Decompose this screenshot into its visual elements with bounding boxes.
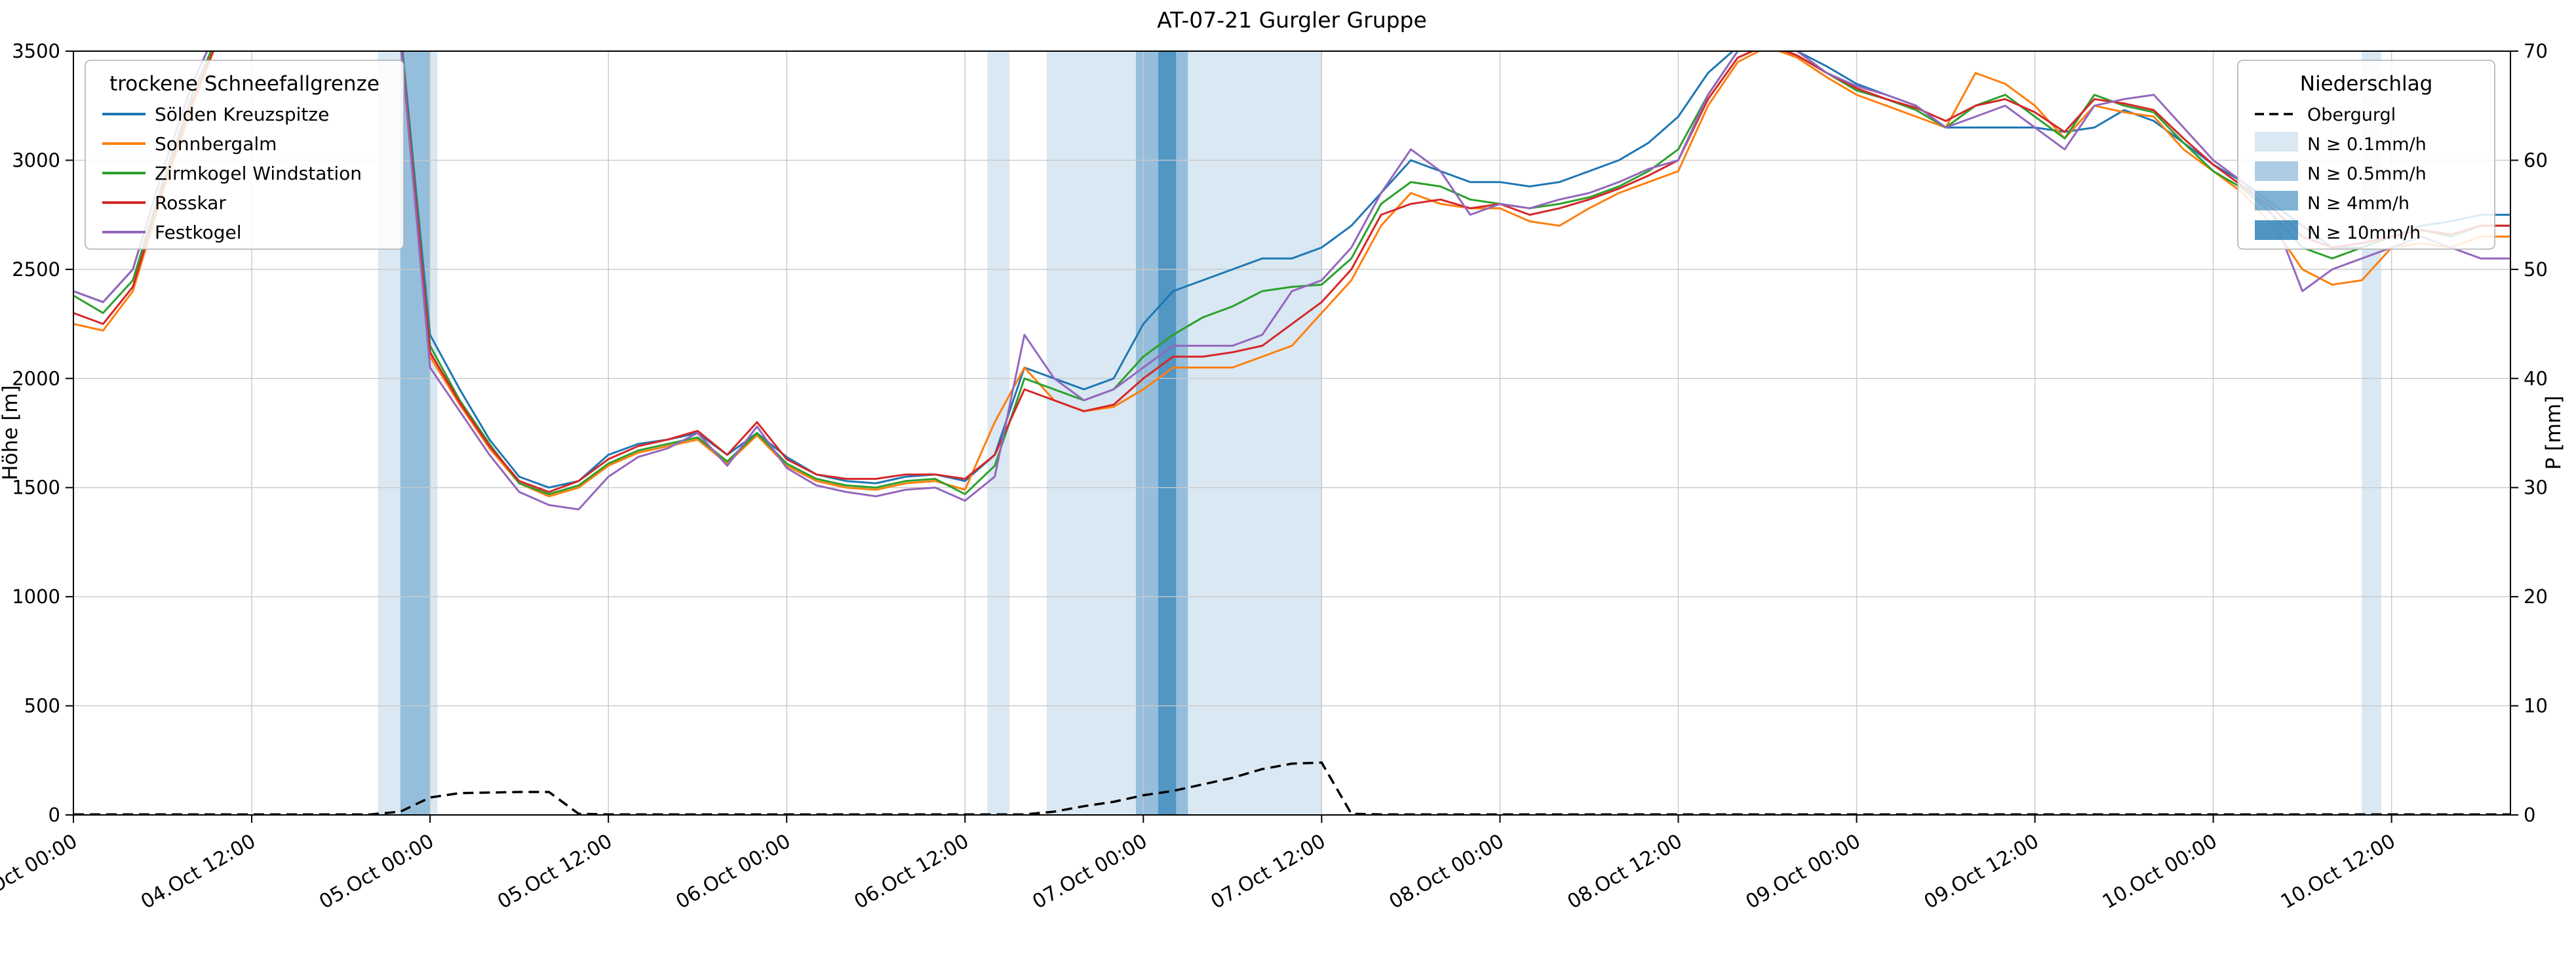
legend-band-label: N ≥ 0.5mm/h [2307,164,2427,184]
legend-band-swatch [2255,161,2298,181]
legend-series-label: Sonnbergalm [155,133,277,155]
y-axis-label-left: Höhe [m] [0,385,22,480]
plot-border [73,50,2511,816]
legend-band-label: N ≥ 10mm/h [2307,223,2421,243]
legend-band-swatch [2255,220,2298,240]
x-tick-label: 04.Oct 00:00 [0,830,81,914]
y-right-tick-label: 10 [2524,695,2548,717]
x-tick-label: 09.Oct 00:00 [1742,830,1865,914]
y-left-tick-label: 0 [49,804,60,826]
series-group [73,51,2510,815]
y-right-tick-label: 0 [2524,804,2535,826]
series-line-soelden-kreuzspitze [73,51,2510,489]
x-tick-label: 08.Oct 00:00 [1386,830,1508,914]
x-tick-label: 04.Oct 12:00 [137,830,260,914]
legend-precip-title: Niederschlag [2300,72,2433,96]
legend-obergurgl-label: Obergurgl [2307,105,2396,125]
y-left-tick-label: 3000 [12,149,60,171]
y-left-tick-label: 500 [24,695,60,717]
x-tick-label: 09.Oct 12:00 [1921,830,2043,914]
legend-series-label: Festkogel [155,222,242,243]
x-tick-label: 08.Oct 12:00 [1564,830,1687,914]
y-right-tick-label: 40 [2524,367,2548,389]
legend-band-swatch [2255,191,2298,210]
legend-series-label: Zirmkogel Windstation [155,163,362,184]
y-right-tick-label: 70 [2524,40,2548,62]
y-right-tick-label: 60 [2524,149,2548,171]
legend-precip-box [2237,60,2495,250]
legend-snowline-title: trockene Schneefallgrenze [109,72,380,96]
series-line-zirmkogel-windstation [73,51,2510,496]
x-tick-label: 10.Oct 12:00 [2277,830,2400,914]
y-right-tick-label: 50 [2524,258,2548,281]
y-left-tick-label: 1500 [12,477,60,499]
y-left-tick-label: 2000 [12,367,60,389]
x-tick-label: 06.Oct 00:00 [672,830,794,914]
precip-line-obergurgl [73,761,2510,815]
series-line-festkogel [73,51,2510,511]
legend-band-swatch [2255,132,2298,151]
legend-band-label: N ≥ 0.1mm/h [2307,134,2427,155]
x-tick-label: 05.Oct 12:00 [494,830,616,914]
x-tick-label: 07.Oct 00:00 [1028,830,1151,914]
y-left-tick-label: 2500 [12,258,60,281]
chart-title: AT-07-21 Gurgler Gruppe [1157,7,1427,33]
x-tick-label: 06.Oct 12:00 [850,830,973,914]
x-tick-label: 07.Oct 12:00 [1207,830,1329,914]
y-left-tick-label: 1000 [12,585,60,608]
precip-band [400,51,431,815]
legend-series-label: Rosskar [155,192,226,214]
legend-band-label: N ≥ 4mm/h [2307,193,2410,214]
precip-band [1046,51,1322,815]
legend-series-label: Sölden Kreuzspitze [155,104,329,125]
x-tick-label: 10.Oct 00:00 [2099,830,2221,914]
chart-layers: 04.Oct 00:00 04.Oct 12:00 05.Oct 00:00 05.O… [0,40,2548,914]
y-right-tick-label: 30 [2524,477,2548,499]
x-tick-label: 05.Oct 00:00 [315,830,438,914]
y-axis-label-right: P [mm] [2542,395,2566,469]
y-left-tick-label: 3500 [12,40,60,62]
legend-snowline-box [85,60,404,250]
y-right-tick-label: 20 [2524,585,2548,608]
precip-band [1158,51,1177,815]
series-line-sonnbergalm [73,51,2510,498]
series-line-rosskar [73,51,2510,493]
